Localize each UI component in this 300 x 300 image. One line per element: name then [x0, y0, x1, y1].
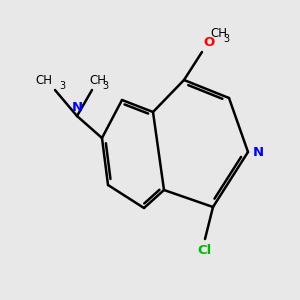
Text: 3: 3	[102, 81, 108, 91]
Text: 3: 3	[59, 81, 65, 91]
Text: N: N	[71, 101, 82, 114]
Text: CH: CH	[89, 74, 106, 87]
Text: 3: 3	[223, 34, 229, 44]
Text: O: O	[203, 36, 214, 49]
Text: CH: CH	[210, 27, 227, 40]
Text: CH: CH	[35, 74, 52, 87]
Text: Cl: Cl	[198, 244, 212, 257]
Text: N: N	[253, 146, 264, 158]
